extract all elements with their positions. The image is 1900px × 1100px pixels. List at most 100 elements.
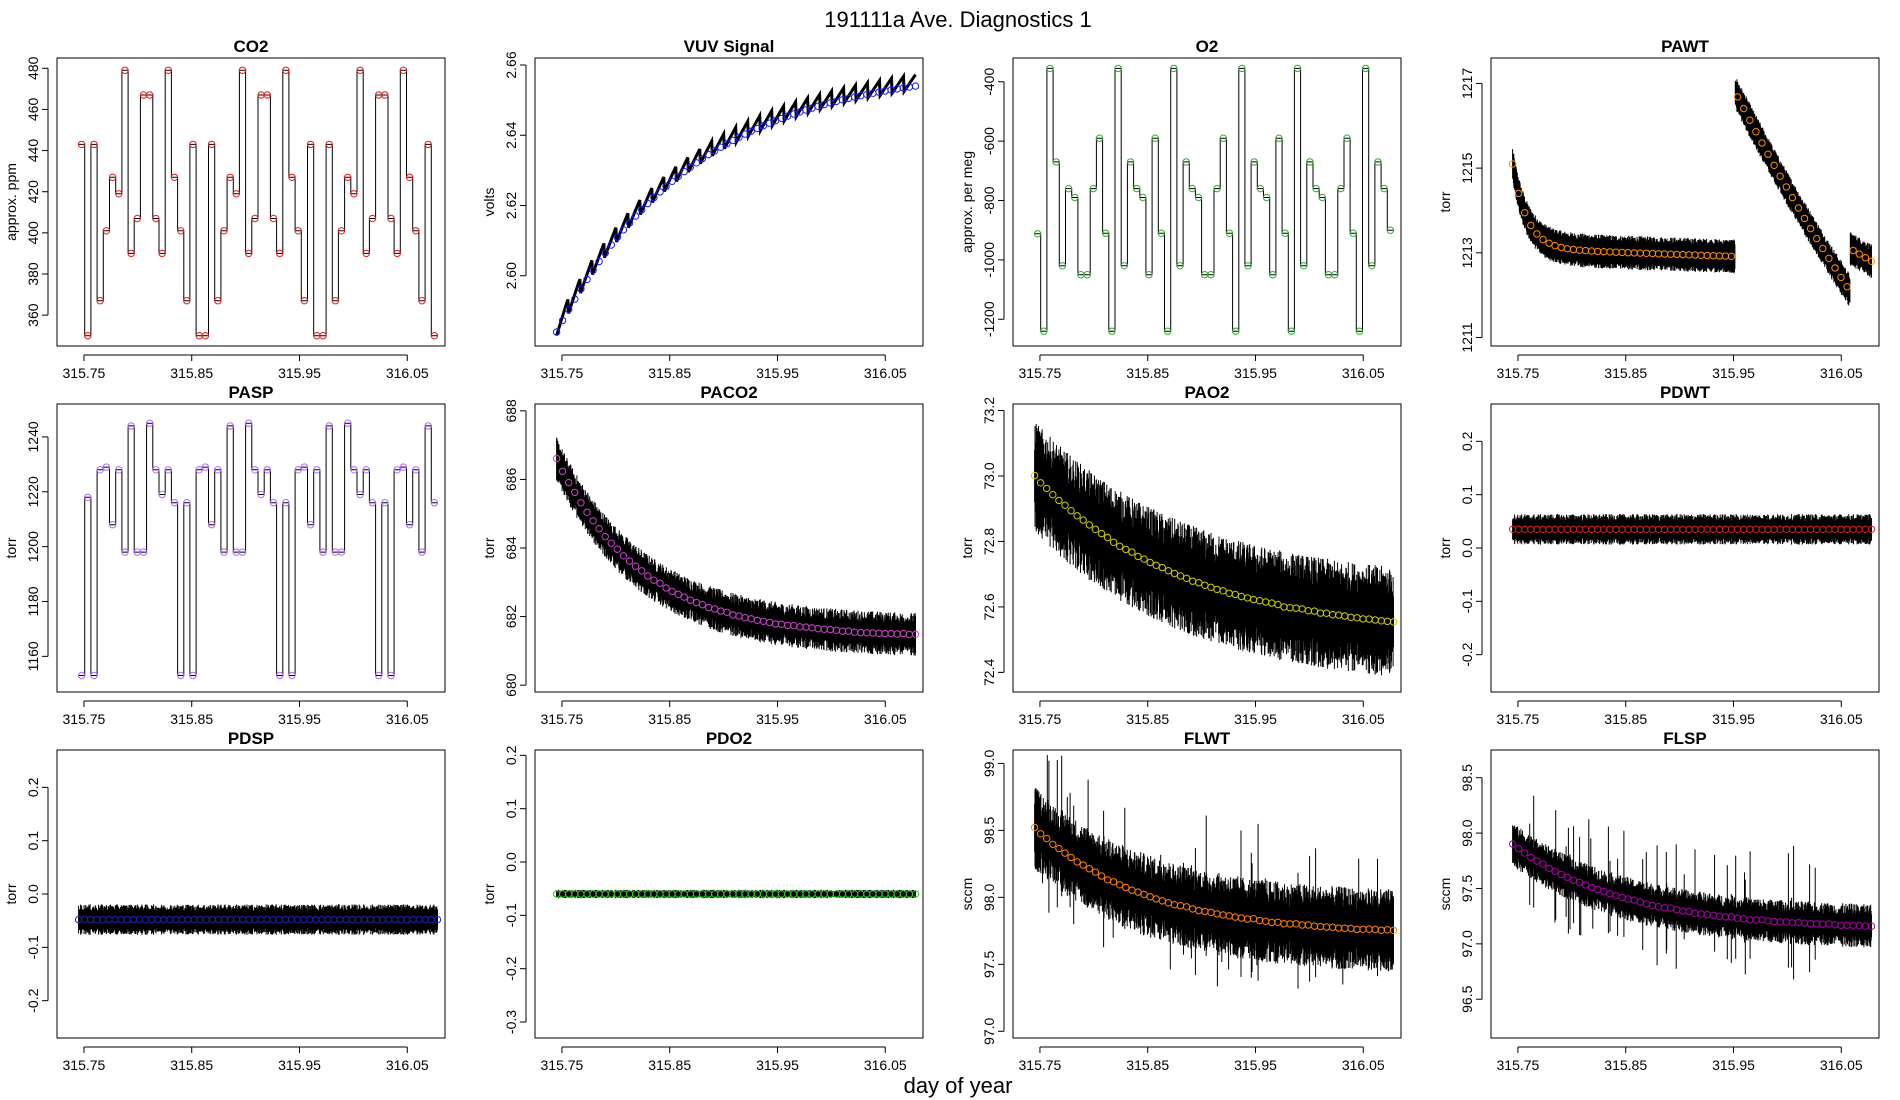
- plot-frame: [1490, 403, 1880, 693]
- average-point: [1055, 496, 1063, 505]
- y-axis-label: torr: [481, 537, 497, 558]
- y-tick-label: 72.8: [981, 528, 997, 555]
- average-point: [1052, 158, 1060, 166]
- average-point: [1244, 262, 1252, 270]
- y-axis-label: torr: [959, 537, 975, 558]
- average-point: [276, 671, 284, 680]
- average-point: [102, 227, 111, 235]
- panel-flwt: FLWT sccm 315.75 315.85 315.95 316.05 97.0 97.5…: [959, 729, 1402, 1073]
- y-tick-label: 73.2: [981, 397, 997, 424]
- average-point: [1281, 229, 1289, 237]
- average-point: [1545, 864, 1553, 872]
- average-point: [1036, 479, 1045, 487]
- average-point: [1176, 572, 1185, 580]
- average-point: [177, 227, 185, 235]
- x-tick-label: 315.75: [541, 1057, 584, 1073]
- x-tick-label: 315.95: [1712, 711, 1755, 727]
- figure-xlabel: day of year: [904, 1073, 1013, 1098]
- average-point: [668, 587, 676, 596]
- y-tick-label: 2.64: [503, 121, 519, 148]
- y-tick-label: 97.5: [1459, 875, 1475, 902]
- x-tick-label: 315.85: [1604, 1057, 1647, 1073]
- average-point: [418, 548, 426, 556]
- average-point: [1030, 823, 1039, 832]
- average-point: [350, 466, 358, 474]
- average-point: [595, 257, 603, 266]
- average-point: [1213, 184, 1221, 193]
- x-tick-label: 315.85: [1126, 1057, 1169, 1073]
- raw-data-trace: [78, 422, 438, 676]
- average-point: [1837, 273, 1845, 282]
- average-point: [1122, 883, 1130, 892]
- x-tick-label: 315.85: [170, 1057, 213, 1073]
- average-point: [1581, 881, 1590, 889]
- average-point: [238, 66, 247, 75]
- y-tick-label: 0.1: [1459, 485, 1475, 505]
- x-tick-label: 315.85: [1604, 365, 1647, 381]
- average-point: [1043, 484, 1051, 493]
- average-point: [412, 466, 420, 474]
- average-point: [619, 226, 628, 234]
- average-point: [294, 227, 302, 235]
- average-point: [387, 671, 395, 680]
- average-point: [777, 114, 786, 123]
- panel-pasp: PASP torr 315.75 315.85 315.95 316.05 1160 1180…: [3, 383, 446, 727]
- average-point: [680, 167, 688, 176]
- average-point: [1861, 254, 1870, 262]
- average-point: [306, 521, 315, 529]
- average-point: [644, 572, 652, 580]
- x-tick-label: 316.05: [864, 365, 907, 381]
- x-tick-label: 316.05: [1342, 365, 1385, 381]
- y-tick-label: 360: [25, 303, 41, 327]
- average-point: [1058, 262, 1067, 270]
- y-tick-label: -800: [981, 186, 997, 214]
- average-point: [164, 466, 173, 474]
- average-point: [1043, 834, 1051, 843]
- y-tick-label: -0.2: [503, 956, 519, 980]
- average-point: [412, 227, 420, 235]
- average-point: [362, 466, 370, 474]
- average-point: [631, 212, 640, 220]
- y-axis-label: torr: [1437, 537, 1453, 558]
- x-tick-label: 315.75: [541, 711, 584, 727]
- average-point: [650, 193, 658, 202]
- y-tick-label: 400: [25, 221, 41, 245]
- average-point: [337, 227, 346, 235]
- average-point: [747, 127, 755, 135]
- average-point: [1600, 887, 1608, 896]
- y-tick-label: -400: [981, 68, 997, 96]
- average-point: [325, 140, 333, 149]
- x-tick-label: 316.05: [1342, 1057, 1385, 1073]
- average-point: [1033, 230, 1042, 238]
- y-tick-label: 98.5: [981, 817, 997, 844]
- y-axis-label: volts: [481, 188, 497, 217]
- average-point: [1061, 501, 1069, 509]
- y-tick-label: 2.62: [503, 192, 519, 219]
- average-point: [1770, 161, 1778, 170]
- average-point: [1746, 116, 1754, 124]
- average-point: [1176, 262, 1184, 270]
- average-point: [1527, 853, 1535, 862]
- figure-title: 191111a Ave. Diagnostics 1: [824, 7, 1091, 32]
- y-tick-label: 99.0: [981, 750, 997, 777]
- panel-title: PDWT: [1660, 383, 1711, 402]
- average-point: [1126, 158, 1135, 166]
- average-point: [381, 499, 389, 507]
- x-tick-label: 315.85: [648, 711, 691, 727]
- average-point: [121, 548, 129, 556]
- average-point: [723, 608, 731, 616]
- average-point: [430, 499, 439, 507]
- plot-frame: [1012, 749, 1402, 1039]
- x-tick-label: 315.75: [1019, 365, 1062, 381]
- average-point: [251, 214, 259, 223]
- average-point: [306, 140, 315, 149]
- average-point: [1103, 533, 1112, 542]
- average-point: [1300, 262, 1308, 270]
- x-tick-label: 316.05: [864, 711, 907, 727]
- average-point: [350, 190, 358, 198]
- y-tick-label: 72.6: [981, 593, 997, 620]
- y-tick-label: 97.0: [1459, 930, 1475, 957]
- average-point: [765, 119, 774, 127]
- average-point: [300, 463, 309, 471]
